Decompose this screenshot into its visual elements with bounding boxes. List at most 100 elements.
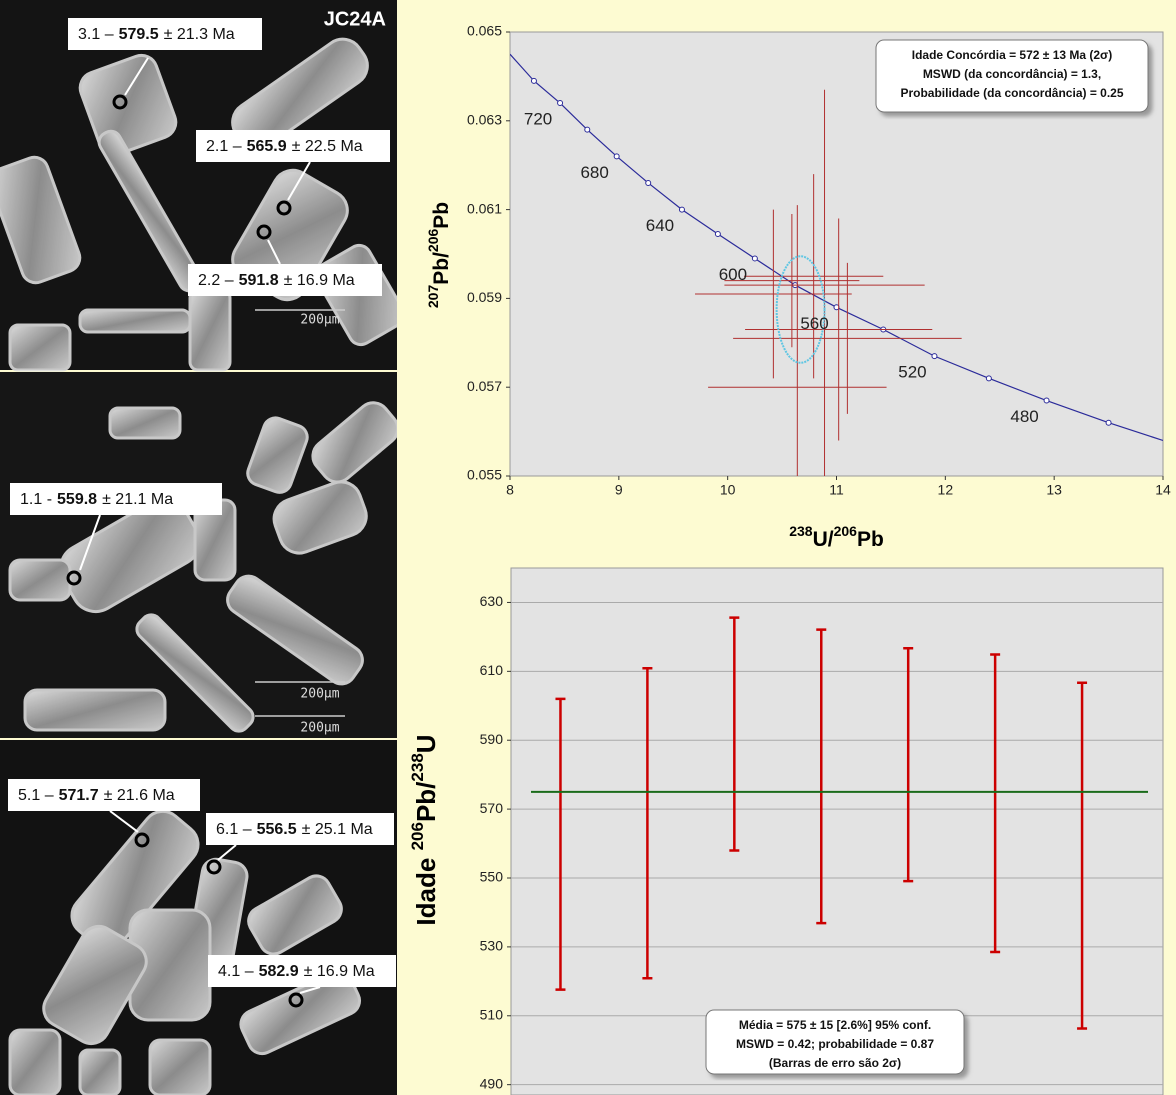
spot-age: 591.8 — [239, 272, 279, 289]
spot-label: 2.2 – 591.8 ± 16.9 Ma — [198, 272, 355, 289]
spot-label: 5.1 – 571.7 ± 21.6 Ma — [18, 787, 175, 804]
age-label: 560 — [800, 314, 828, 333]
label-part: Pb/ — [430, 252, 453, 285]
leader-line — [124, 57, 149, 96]
zircon-image — [0, 0, 406, 1095]
label-part: 238 — [408, 753, 427, 781]
label-part: 206 — [408, 822, 427, 850]
y-tick-label: 590 — [480, 731, 504, 747]
x-tick-label: 10 — [720, 482, 736, 498]
annotation: Média = 575 ± 15 [2.6%] 95% conf. — [739, 1018, 931, 1032]
label-part: Pb — [857, 528, 884, 551]
label-part: Idade — [411, 850, 441, 925]
spot-error: ± 25.1 Ma — [302, 821, 373, 838]
error-bar — [729, 616, 740, 852]
label-part: 206 — [425, 229, 441, 253]
label-box — [68, 18, 262, 50]
spot-id: 3.1 – — [78, 26, 114, 43]
age-marker — [678, 206, 685, 213]
spot-error: ± 21.3 Ma — [164, 26, 235, 43]
spot-label: 1.1 - 559.8 ± 21.1 Ma — [20, 491, 173, 508]
age-label: 640 — [646, 216, 674, 235]
error-bar — [990, 653, 1001, 954]
spot-age: 582.9 — [259, 963, 299, 980]
leader-line — [287, 161, 311, 201]
age-marker — [584, 126, 591, 133]
label-part: Pb — [430, 202, 453, 229]
spot-age: 565.9 — [247, 138, 287, 155]
y-axis-label: Idade 206Pb/238U — [408, 734, 441, 925]
leader-line — [217, 844, 237, 861]
x-tick-label: 12 — [938, 482, 954, 498]
y-tick-label: 0.063 — [467, 112, 502, 128]
spot-age: 571.7 — [59, 787, 99, 804]
spot-id: 6.1 – — [216, 821, 252, 838]
error-bar — [555, 697, 566, 991]
annotation: Probabilidade (da concordância) = 0.25 — [900, 86, 1123, 100]
y-tick-label: 530 — [480, 938, 504, 954]
age-marker — [751, 255, 758, 262]
sample-name: JC24A — [324, 8, 386, 30]
label-part: 207 — [425, 285, 441, 309]
y-tick-label: 490 — [480, 1075, 504, 1091]
age-marker — [714, 231, 721, 238]
spot-marker — [112, 94, 128, 110]
annotation: MSWD (da concordância) = 1.3, — [923, 67, 1101, 81]
leader-line — [299, 986, 321, 994]
spot-id: 4.1 – — [218, 963, 254, 980]
y-tick-label: 630 — [480, 593, 504, 609]
label-box — [196, 130, 390, 162]
error-bar — [642, 666, 653, 980]
age-marker — [645, 179, 652, 186]
spot-marker — [206, 859, 222, 875]
age-marker — [1043, 397, 1050, 404]
y-tick-label: 0.057 — [467, 378, 502, 394]
y-tick-label: 570 — [480, 800, 504, 816]
age-label: 520 — [898, 363, 926, 382]
age-label: 720 — [524, 110, 552, 129]
label-part: U/ — [813, 528, 834, 551]
spot-marker — [66, 570, 82, 586]
y-axis-label: 207Pb/206Pb — [425, 202, 453, 308]
label-box — [10, 483, 222, 515]
label-part: 206 — [834, 523, 858, 539]
spot-age: 556.5 — [257, 821, 297, 838]
y-tick-label: 0.059 — [467, 289, 502, 305]
y-tick-label: 0.055 — [467, 467, 502, 483]
annotation: Idade Concórdia = 572 ± 13 Ma (2σ) — [912, 48, 1113, 62]
spot-id: 5.1 – — [18, 787, 54, 804]
age-marker — [985, 375, 992, 382]
annotation-box — [705, 1009, 965, 1075]
y-tick-label: 610 — [480, 662, 504, 678]
spot-error: ± 22.5 Ma — [292, 138, 363, 155]
scale-label: 200μm — [300, 687, 339, 702]
age-marker — [931, 353, 938, 360]
leader-line — [109, 810, 139, 833]
annotation: (Barras de erro são 2σ) — [769, 1056, 901, 1070]
error-bar — [903, 647, 914, 883]
y-tick-label: 0.065 — [467, 23, 502, 39]
spot-error: ± 21.1 Ma — [102, 491, 173, 508]
spot-error: ± 16.9 Ma — [304, 963, 375, 980]
age-marker — [1105, 419, 1112, 426]
leader-line — [79, 514, 101, 571]
x-tick-label: 8 — [506, 482, 514, 498]
age-label: 680 — [580, 163, 608, 182]
x-tick-label: 14 — [1155, 482, 1171, 498]
spot-error: ± 16.9 Ma — [284, 272, 355, 289]
annotation-box — [875, 39, 1149, 113]
x-tick-label: 13 — [1046, 482, 1062, 498]
label-part: U — [411, 734, 441, 753]
label-part: 238 — [789, 523, 813, 539]
label-part: Pb/ — [411, 782, 441, 822]
x-tick-label: 11 — [829, 482, 844, 498]
spot-marker — [276, 200, 292, 216]
spot-id: 2.1 – — [206, 138, 242, 155]
annotation: MSWD = 0.42; probabilidade = 0.87 — [736, 1037, 934, 1051]
spot-label: 4.1 – 582.9 ± 16.9 Ma — [218, 963, 375, 980]
spot-marker — [256, 224, 272, 240]
label-box — [188, 264, 382, 296]
y-tick-label: 510 — [480, 1006, 504, 1022]
scale-label: 200μm — [300, 721, 339, 736]
spot-label: 6.1 – 556.5 ± 25.1 Ma — [216, 821, 373, 838]
